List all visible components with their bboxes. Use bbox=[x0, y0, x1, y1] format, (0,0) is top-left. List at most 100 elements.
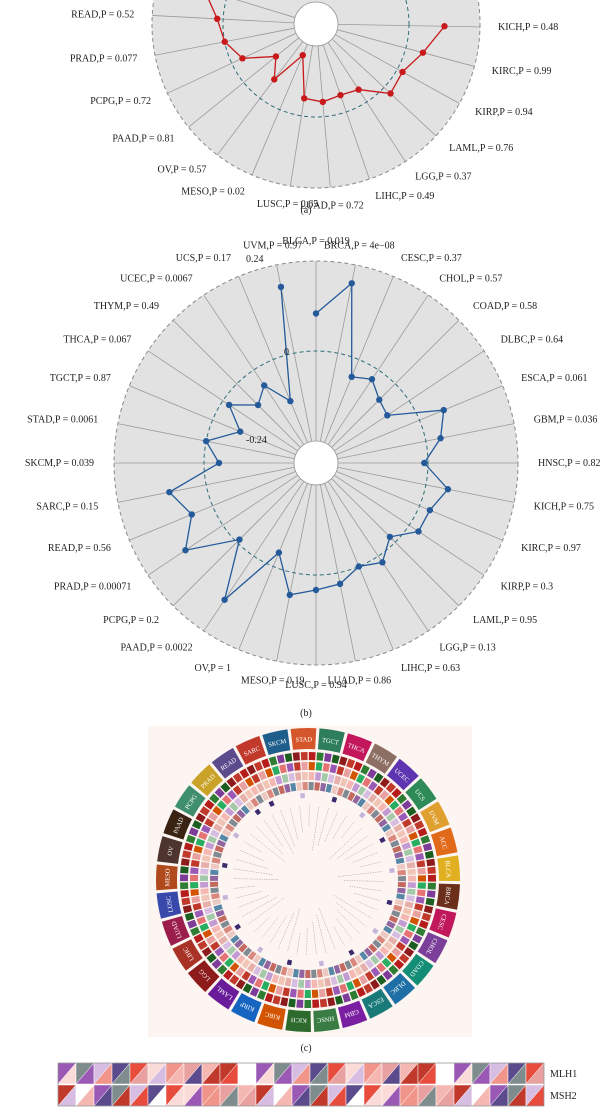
circos-track-cell bbox=[414, 903, 424, 912]
circos-track-cell bbox=[265, 971, 274, 982]
circos-track-cell bbox=[408, 831, 419, 841]
circos-track-cell bbox=[308, 762, 316, 771]
circos-annotation-stroke bbox=[299, 805, 303, 833]
circos-track-cell bbox=[393, 823, 404, 833]
circos-sector-block bbox=[436, 883, 460, 910]
radar-label: READ,P = 0.52 bbox=[71, 9, 134, 20]
radar-label: PAAD,P = 0.0022 bbox=[121, 643, 193, 654]
circos-track-cell bbox=[288, 998, 296, 1008]
circos-track-cell bbox=[370, 954, 380, 965]
circos-inner-mark bbox=[358, 811, 366, 819]
circos-track-cell bbox=[250, 797, 260, 808]
radar-point bbox=[348, 280, 355, 287]
circos-track-cell bbox=[351, 782, 361, 793]
circos-track-cell bbox=[405, 894, 415, 902]
radar-spoke bbox=[129, 471, 296, 541]
radar-spoke bbox=[324, 276, 394, 443]
radar-point bbox=[426, 506, 434, 514]
circos-track-cell bbox=[275, 985, 284, 995]
circos-track-cell bbox=[342, 789, 350, 799]
circos-sector-block bbox=[317, 728, 345, 753]
circos-track-cell bbox=[332, 985, 341, 996]
circos-sector-block bbox=[211, 747, 244, 779]
circos-annotation-stroke bbox=[242, 897, 277, 917]
radar-spoke bbox=[236, 0, 296, 18]
circos-track-cell bbox=[315, 772, 322, 781]
circos-track-cell bbox=[264, 992, 274, 1003]
circos-track-cell bbox=[235, 979, 246, 990]
radar-point bbox=[319, 98, 327, 106]
circos-track-cell bbox=[219, 834, 229, 843]
circos-track-cell bbox=[381, 957, 392, 968]
circos-track-cell bbox=[357, 797, 366, 808]
circos-track-cell bbox=[304, 989, 311, 999]
circos-track-cell bbox=[250, 785, 260, 796]
circos-track-cell bbox=[412, 910, 422, 919]
circos-track-cell bbox=[298, 979, 305, 988]
circos-track-cell bbox=[404, 901, 414, 909]
circos-track-cell bbox=[202, 900, 212, 909]
circos-track-cell bbox=[374, 813, 384, 823]
heatmap-row-label: MLH1 bbox=[550, 1069, 577, 1080]
circos-track-cell bbox=[190, 859, 200, 868]
circos-track-cell bbox=[355, 773, 365, 784]
circos-track-cell bbox=[343, 768, 352, 778]
circos-sector-label: BRCA bbox=[443, 887, 452, 906]
circos-sector-label: BLCA bbox=[443, 860, 451, 878]
circos-annotation-stroke bbox=[287, 908, 300, 953]
circos-annotation-stroke bbox=[360, 861, 381, 868]
radar-label: LUAD,P = 0.86 bbox=[328, 676, 392, 687]
circos-annotation-stroke bbox=[235, 891, 262, 899]
circos-track-cell bbox=[311, 979, 318, 988]
circos-track-cell bbox=[300, 752, 308, 761]
circos-track-cell bbox=[227, 789, 237, 800]
circos-sector-block bbox=[172, 939, 203, 971]
circos-track-cell bbox=[226, 945, 237, 956]
circos-track-cell bbox=[406, 861, 416, 869]
circos-track-cell bbox=[410, 813, 421, 823]
circos-track-cell bbox=[359, 962, 369, 973]
circos-annotation-stroke bbox=[324, 811, 339, 842]
circos-annotation-stroke bbox=[349, 885, 383, 892]
circos-sector-label: SKCM bbox=[268, 738, 288, 749]
circos-track-cell bbox=[373, 785, 384, 796]
radar-label: UCS,P = 0.17 bbox=[176, 253, 231, 264]
circos-track-cell bbox=[210, 869, 219, 876]
circos-track-cell bbox=[229, 962, 240, 973]
radar-label: PAAD,P = 0.81 bbox=[112, 134, 174, 145]
circos-track-cell bbox=[334, 995, 344, 1005]
circos-sector-block bbox=[187, 960, 220, 993]
circos-track-cell bbox=[209, 875, 219, 881]
circos-sector-block bbox=[161, 916, 190, 946]
circos-annotation-stroke bbox=[317, 807, 329, 846]
caption-b: (b) bbox=[300, 708, 312, 719]
circos-track-cell bbox=[425, 897, 435, 906]
circos-track-cell bbox=[405, 824, 416, 834]
circos-track-cell bbox=[195, 838, 206, 847]
circos-track-cell bbox=[206, 953, 217, 964]
circos-track-cell bbox=[276, 754, 285, 764]
circos-track-cell bbox=[383, 941, 394, 951]
radar-spoke bbox=[188, 37, 300, 128]
circos-track-cell bbox=[330, 976, 338, 986]
radar-label: KIRP,P = 0.3 bbox=[501, 581, 554, 592]
circos-sector-block bbox=[420, 801, 450, 833]
circos-track-cell bbox=[304, 999, 312, 1008]
circos-track-cell bbox=[392, 845, 402, 853]
circos-track-cell bbox=[394, 899, 404, 906]
circos-track-cell bbox=[238, 780, 249, 791]
circos-track-cell bbox=[182, 905, 193, 914]
circos-inner-mark bbox=[348, 949, 355, 956]
radar-spoke bbox=[319, 484, 356, 662]
circos-track-cell bbox=[203, 848, 213, 856]
radar-r-tick: -0.24 bbox=[246, 435, 267, 446]
circos-track-cell bbox=[407, 888, 416, 895]
circos-track-cell bbox=[226, 930, 237, 939]
circos-track-cell bbox=[200, 888, 209, 895]
radar-point bbox=[260, 382, 268, 389]
circos-track-cell bbox=[289, 988, 297, 998]
circos-track-cell bbox=[394, 925, 405, 934]
radar-point bbox=[437, 435, 444, 442]
circos-track-cell bbox=[206, 913, 216, 922]
